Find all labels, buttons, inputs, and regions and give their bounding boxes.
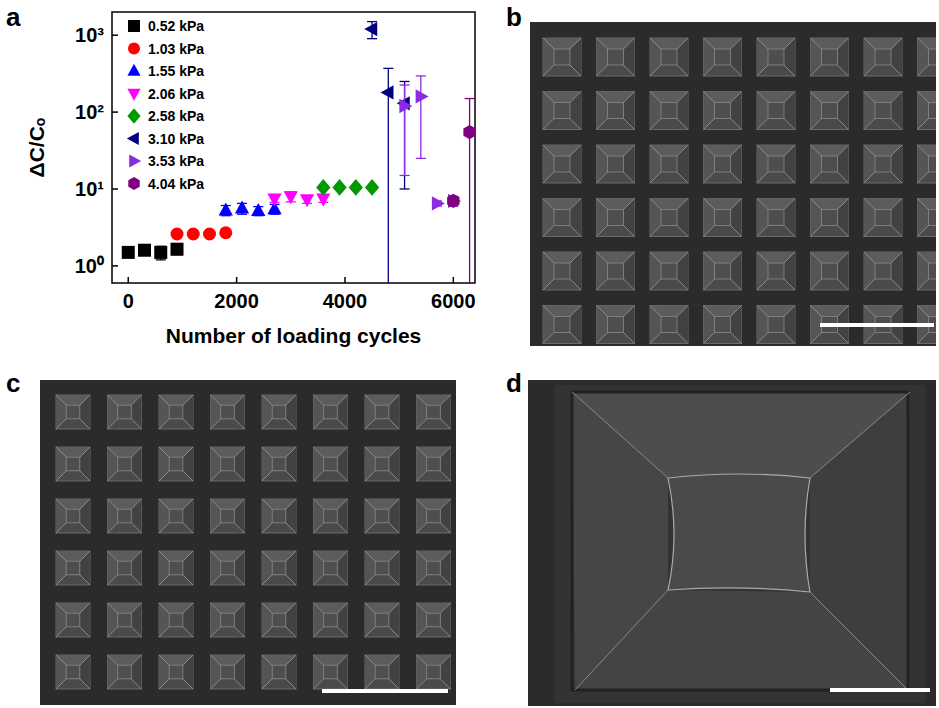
legend-label: 3.53 kPa (148, 153, 204, 169)
legend-label: 2.06 kPa (148, 86, 204, 102)
error-bar (400, 85, 410, 175)
plot-marks (122, 22, 475, 283)
error-bar (383, 68, 393, 283)
x-axis-title: Number of loading cycles (166, 324, 422, 347)
data-point (432, 196, 445, 210)
series (122, 243, 184, 260)
y-tick (112, 111, 118, 113)
y-tick-label: 10² (75, 101, 104, 123)
legend-marker (127, 89, 140, 101)
data-point (219, 226, 232, 239)
x-tick (344, 277, 346, 283)
x-tick (128, 277, 130, 283)
y-tick (112, 34, 118, 36)
legend-label: 3.10 kPa (148, 131, 204, 147)
data-point (365, 179, 379, 196)
legend-label: 1.55 kPa (148, 63, 204, 79)
panel-label: b (506, 2, 522, 32)
data-point (447, 194, 459, 208)
y-tick-label: 10⁰ (75, 255, 104, 277)
y-axis-title: ΔC/Cₒ (25, 117, 48, 177)
data-point (203, 228, 216, 241)
data-point (171, 228, 184, 241)
error-bar (416, 76, 426, 158)
data-point (235, 201, 249, 214)
panel-label: c (6, 368, 20, 398)
sem-image (530, 22, 936, 346)
legend-label: 4.04 kPa (148, 176, 204, 192)
plot-frame (112, 12, 475, 283)
series (171, 226, 233, 240)
data-point (463, 125, 475, 139)
series (316, 179, 379, 196)
y-tick (112, 188, 118, 190)
x-tick (236, 277, 238, 283)
data-point (316, 179, 330, 196)
panel-label: d (506, 368, 522, 398)
scale-bar (820, 323, 934, 327)
data-point (138, 244, 151, 257)
series (267, 191, 330, 207)
data-point (364, 22, 377, 36)
legend: 0.52 kPa 1.03 kPa 1.55 kPa 2.06 kPa 2.58 kPa… (127, 18, 204, 192)
scale-bar (830, 688, 930, 692)
legend-marker (129, 154, 141, 167)
legend-marker (128, 20, 140, 32)
series (399, 76, 461, 211)
series (219, 201, 282, 216)
data-point (349, 179, 363, 196)
x-tick-label: 0 (123, 290, 134, 312)
x-tick-label: 2000 (214, 290, 259, 312)
y-tick (112, 265, 118, 267)
y-tick-label: 10¹ (75, 178, 104, 200)
x-tick (453, 277, 455, 283)
data-point (171, 243, 184, 256)
legend-label: 1.03 kPa (148, 41, 204, 57)
legend-marker (128, 43, 140, 55)
data-point (154, 246, 167, 259)
y-tick-label: 10³ (75, 24, 104, 46)
x-tick-label: 6000 (431, 290, 476, 312)
legend-label: 2.58 kPa (148, 108, 204, 124)
data-point (284, 191, 298, 204)
data-point (300, 194, 314, 207)
panel-a: 10⁰ 10¹ 10² 10³ 0 2000 4000 6000 Number of loadi… (25, 12, 476, 347)
sem-image (40, 380, 456, 705)
data-point (251, 203, 265, 216)
figure: 10⁰ 10¹ 10² 10³ 0 2000 4000 6000 Number of loadi… (0, 0, 939, 708)
legend-marker (128, 177, 139, 190)
data-point (122, 246, 135, 259)
panel-label: a (6, 2, 21, 32)
data-point (219, 202, 233, 215)
sem-image (528, 380, 936, 706)
data-point (267, 193, 281, 206)
legend-marker (127, 108, 140, 124)
data-point (332, 179, 346, 196)
data-point (416, 89, 429, 103)
legend-label: 0.52 kPa (148, 18, 204, 34)
data-point (399, 99, 412, 113)
x-tick-label: 4000 (323, 290, 368, 312)
legend-marker (127, 132, 139, 145)
scale-bar (322, 689, 448, 693)
data-point (448, 194, 461, 208)
series (447, 99, 475, 283)
series (364, 22, 410, 283)
data-point (381, 85, 394, 99)
data-point (187, 228, 200, 241)
legend-marker (127, 64, 140, 76)
